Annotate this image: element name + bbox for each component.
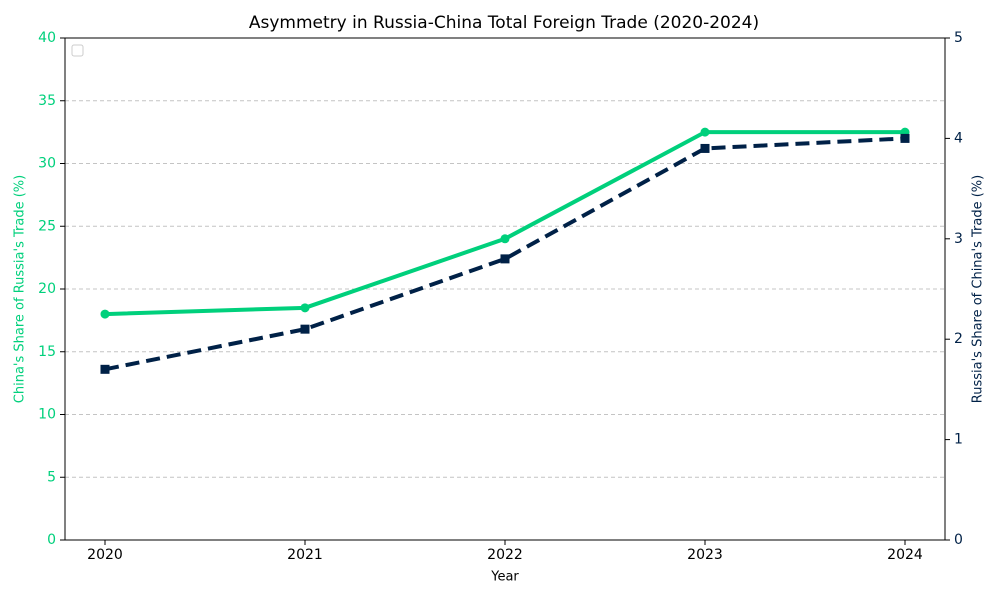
y-tick-label: 20 bbox=[38, 281, 56, 297]
y-tick-label: 10 bbox=[38, 407, 56, 423]
x-tick-label: 2023 bbox=[687, 547, 723, 563]
marker bbox=[500, 234, 510, 244]
y-tick-label: 35 bbox=[38, 93, 56, 109]
x-tick-label: 2024 bbox=[887, 547, 923, 563]
y2-tick-label: 5 bbox=[954, 30, 963, 46]
y-axis-label: China's Share of Russia's Trade (%) bbox=[13, 175, 28, 403]
marker bbox=[700, 127, 710, 137]
y2-tick-label: 3 bbox=[954, 231, 963, 247]
x-tick-label: 2021 bbox=[287, 547, 323, 563]
marker bbox=[900, 133, 910, 143]
x-tick-label: 2022 bbox=[487, 547, 523, 563]
y2-tick-label: 0 bbox=[954, 532, 963, 548]
x-axis-label: Year bbox=[490, 570, 519, 585]
y-tick-label: 25 bbox=[38, 218, 56, 234]
marker bbox=[300, 324, 310, 334]
chart-title: Asymmetry in Russia-China Total Foreign … bbox=[249, 13, 759, 33]
y2-tick-label: 2 bbox=[954, 331, 963, 347]
series-line bbox=[104, 130, 905, 317]
marker bbox=[500, 254, 510, 264]
marker bbox=[100, 309, 110, 319]
marker bbox=[700, 143, 710, 153]
y-tick-label: 0 bbox=[47, 532, 56, 548]
marker bbox=[300, 303, 310, 313]
y2-tick-label: 1 bbox=[954, 432, 963, 448]
plot-frame bbox=[64, 37, 946, 541]
legend-box bbox=[71, 44, 84, 57]
marker bbox=[100, 364, 110, 374]
y-tick-label: 5 bbox=[47, 469, 56, 485]
y-tick-label: 30 bbox=[38, 156, 56, 172]
y-tick-label: 15 bbox=[38, 344, 56, 360]
series-line bbox=[104, 136, 906, 372]
y2-tick-label: 4 bbox=[954, 130, 963, 146]
x-tick-label: 2020 bbox=[87, 547, 123, 563]
y2-axis-label: Russia's Share of China's Trade (%) bbox=[971, 175, 986, 403]
y-tick-label: 40 bbox=[38, 30, 56, 46]
